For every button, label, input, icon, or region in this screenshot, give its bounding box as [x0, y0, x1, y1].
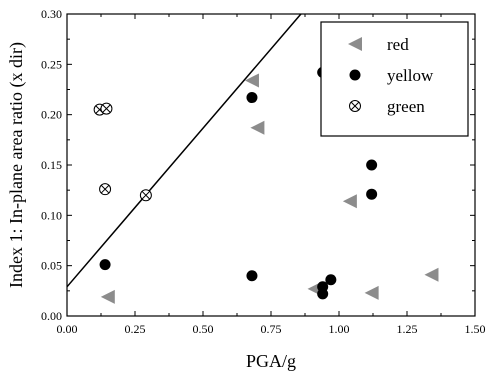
- yellow-point: [366, 159, 378, 171]
- legend-red-marker: [348, 37, 362, 51]
- yellow-point: [366, 188, 378, 200]
- green-point-cross-b: [100, 184, 110, 194]
- yellow-point: [317, 288, 329, 300]
- y-tick-label: 0.00: [41, 309, 62, 323]
- x-tick-label: 0.00: [57, 322, 78, 336]
- x-tick-label: 0.75: [261, 322, 282, 336]
- y-axis-title: Index 1: In-plane area ratio (x dir): [6, 42, 27, 288]
- legend-yellow-marker: [349, 69, 361, 81]
- legend-green-label: green: [387, 97, 425, 116]
- red-point: [244, 73, 259, 88]
- x-tick-label: 1.50: [465, 322, 486, 336]
- red-point: [100, 289, 115, 304]
- legend-green-marker: [349, 100, 361, 112]
- green-point-cross-b: [102, 104, 111, 113]
- yellow-point: [325, 274, 337, 286]
- green-point-cross-b: [141, 190, 151, 200]
- y-tick-label: 0.20: [41, 108, 62, 122]
- legend-red-label: red: [387, 35, 409, 54]
- trend-line: [66, 13, 302, 288]
- y-tick-label: 0.30: [41, 7, 62, 21]
- red-point: [364, 285, 379, 300]
- y-tick-label: 0.10: [41, 208, 62, 222]
- yellow-point: [99, 259, 111, 271]
- y-tick-label: 0.25: [41, 57, 62, 71]
- yellow-point: [246, 92, 258, 104]
- x-tick-label: 0.50: [193, 322, 214, 336]
- y-tick-label: 0.15: [41, 158, 62, 172]
- red-point: [250, 120, 265, 135]
- x-axis-title: PGA/g: [246, 351, 296, 371]
- red-point: [424, 267, 439, 282]
- x-tick-label: 1.25: [397, 322, 418, 336]
- green-point: [99, 183, 112, 196]
- x-tick-label: 1.00: [329, 322, 350, 336]
- red-point: [342, 194, 357, 209]
- x-tick-label: 0.25: [125, 322, 146, 336]
- legend-yellow-label: yellow: [387, 66, 434, 85]
- legend-green-marker-cross-b: [350, 101, 360, 111]
- green-point: [139, 189, 152, 202]
- legend-box: [320, 21, 469, 137]
- y-tick-label: 0.05: [41, 259, 62, 273]
- yellow-point: [246, 270, 258, 282]
- green-point: [100, 102, 113, 115]
